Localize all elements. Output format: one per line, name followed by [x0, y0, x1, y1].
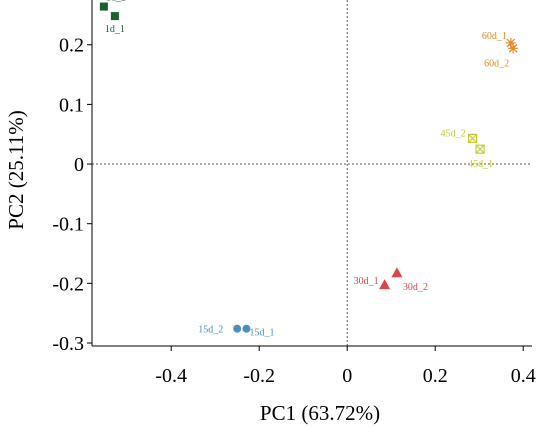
x-tick-label: 0 [342, 365, 352, 387]
data-point-boxed-x [475, 144, 485, 154]
y-tick-label: -0.2 [52, 273, 84, 295]
data-point-circle [242, 324, 251, 333]
data-point-asterisk [508, 43, 519, 54]
point-label: 30d_1 [354, 276, 379, 287]
point-label: 45d_1 [468, 159, 493, 170]
x-tick-label: -0.2 [243, 365, 275, 387]
point-label: 1d_2 [106, 0, 126, 4]
series-15d: 15d_2 15d_1 [198, 324, 274, 339]
x-tick-label: 0.4 [511, 365, 536, 387]
point-label: 15d_2 [198, 325, 223, 336]
x-axis-title: PC1 (63.72%) [260, 401, 380, 425]
series-1d: 1d_1 1d_2 [99, 0, 126, 35]
data-point-boxed-x [468, 133, 478, 143]
point-label: 45d_2 [441, 128, 466, 139]
series-30d: 30d_1 30d_2 [354, 267, 428, 293]
data-points: 1d_1 1d_2 15d_2 15d_1 30d_1 30d_2 45d_2 45d_1 60… [99, 0, 519, 339]
point-label: 1d_1 [105, 24, 125, 35]
y-tick-label: 0.2 [59, 35, 84, 57]
series-60d: 60d_1 60d_2 [482, 31, 519, 69]
y-axis-title: PC2 (25.11%) [4, 110, 28, 229]
y-tick-label: -0.1 [52, 214, 84, 236]
point-label: 30d_2 [403, 282, 428, 293]
axis-ticks: -0.4 -0.2 0 0.2 0.4 -0.3 -0.2 -0.1 0 0.1 0.2 [52, 35, 535, 387]
data-point-square [99, 2, 108, 11]
y-tick-label: -0.3 [52, 333, 84, 355]
data-point-circle [233, 324, 242, 333]
point-label: 15d_1 [249, 328, 274, 339]
point-label: 60d_2 [484, 58, 509, 69]
data-point-triangle [391, 267, 403, 278]
data-point-square [110, 12, 119, 21]
x-tick-label: 0.2 [423, 365, 448, 387]
data-point-triangle [379, 279, 391, 290]
x-tick-label: -0.4 [155, 365, 187, 387]
plot-frame [91, 0, 532, 347]
data-point-asterisk [505, 37, 516, 48]
point-label: 60d_1 [482, 31, 507, 42]
zero-reference-lines [92, 0, 532, 346]
series-45d: 45d_2 45d_1 [441, 128, 493, 170]
y-tick-label: 0.1 [59, 94, 84, 116]
y-tick-label: 0 [74, 154, 84, 176]
